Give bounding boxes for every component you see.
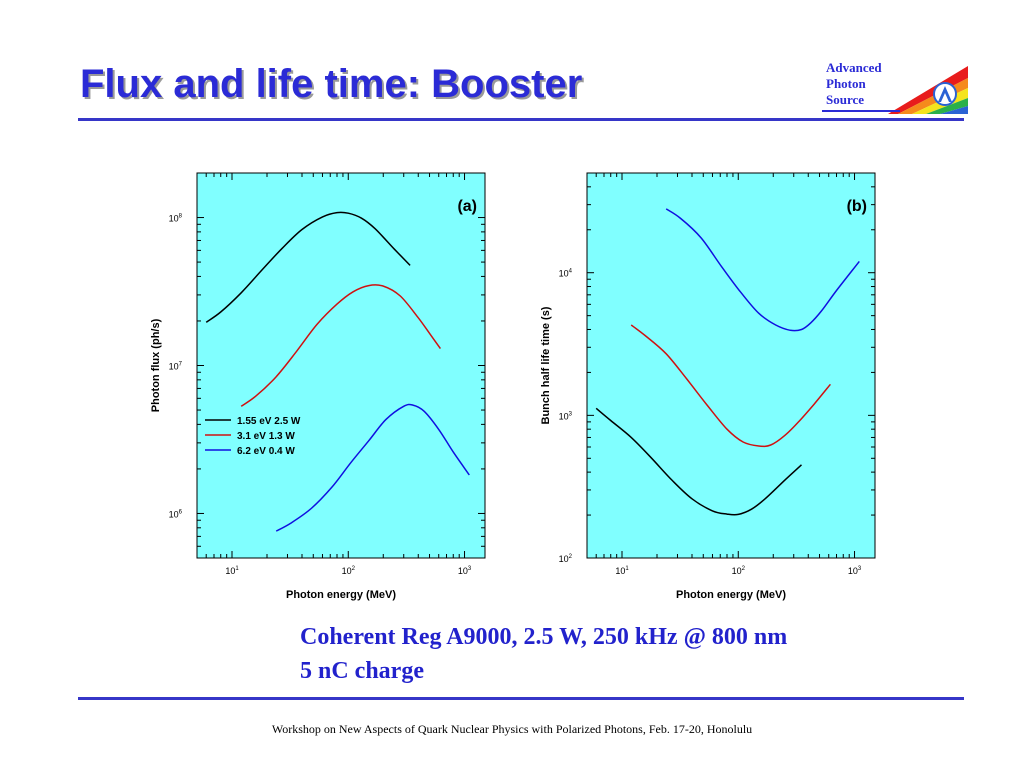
series-line-1 (595, 407, 803, 516)
x-axis-label: Photon energy (MeV) (286, 589, 396, 601)
caption-line-1: Coherent Reg A9000, 2.5 W, 250 kHz @ 800… (300, 624, 788, 650)
y-tick-label: 103 (559, 411, 573, 421)
y-tick-label: 104 (559, 269, 573, 279)
lifetime-chart-svg: 101 102 103 102 103 104 Photon energy (MeV) Bun… (540, 172, 876, 601)
x-tick-label: 103 (848, 566, 862, 576)
x-tick-label: 101 (615, 566, 629, 576)
series-line-3 (665, 208, 860, 332)
x-tick-label: 101 (225, 566, 239, 576)
legend-label: 3.1 eV 1.3 W (237, 431, 295, 442)
title-divider (78, 118, 964, 121)
flux-chart: 101 102 103 106 107 108 Photon energy (MeV) Pho… (140, 160, 500, 615)
plot-area (586, 172, 876, 559)
plot-area (196, 172, 486, 559)
logo-text: Advanced Photon Source (826, 60, 882, 108)
logo-line-3: Source (826, 92, 865, 107)
series-line-3 (275, 403, 470, 532)
logo-line-2: Photon (826, 76, 866, 91)
flux-chart-svg: 101 102 103 106 107 108 Photon energy (MeV) Pho… (150, 172, 486, 601)
series-line-2 (630, 324, 831, 448)
legend-label: 6.2 eV 0.4 W (237, 446, 295, 457)
series-line-1 (205, 211, 411, 323)
y-tick-label: 108 (169, 214, 183, 224)
legend-label: 1.55 eV 2.5 W (237, 416, 301, 427)
y-axis-label: Photon flux (ph/s) (150, 318, 162, 412)
y-tick-label: 107 (169, 362, 183, 372)
lifetime-chart: 101 102 103 102 103 104 Photon energy (MeV) Bun… (530, 160, 890, 615)
y-tick-label: 106 (169, 509, 183, 519)
y-tick-label: 102 (559, 554, 573, 564)
x-tick-label: 102 (342, 566, 356, 576)
x-tick-label: 103 (458, 566, 472, 576)
y-axis-label: Bunch half life time (s) (540, 306, 552, 424)
series-line-2 (240, 284, 442, 407)
footer-text: Workshop on New Aspects of Quark Nuclear… (271, 722, 753, 736)
rainbow-logo-icon (822, 66, 968, 114)
caption-line-2: 5 nC charge (300, 658, 424, 684)
x-tick-label: 102 (732, 566, 746, 576)
logo-line-1: Advanced (826, 60, 882, 75)
panel-label: (a) (457, 198, 477, 215)
caption: Coherent Reg A9000, 2.5 W, 250 kHz @ 800… (300, 620, 787, 688)
x-axis-label: Photon energy (MeV) (676, 589, 786, 601)
aps-logo: Advanced Photon Source (820, 60, 970, 118)
footer-divider (78, 697, 964, 700)
panel-label: (b) (847, 198, 867, 215)
slide-title: Flux and life time: Booster (80, 62, 583, 106)
